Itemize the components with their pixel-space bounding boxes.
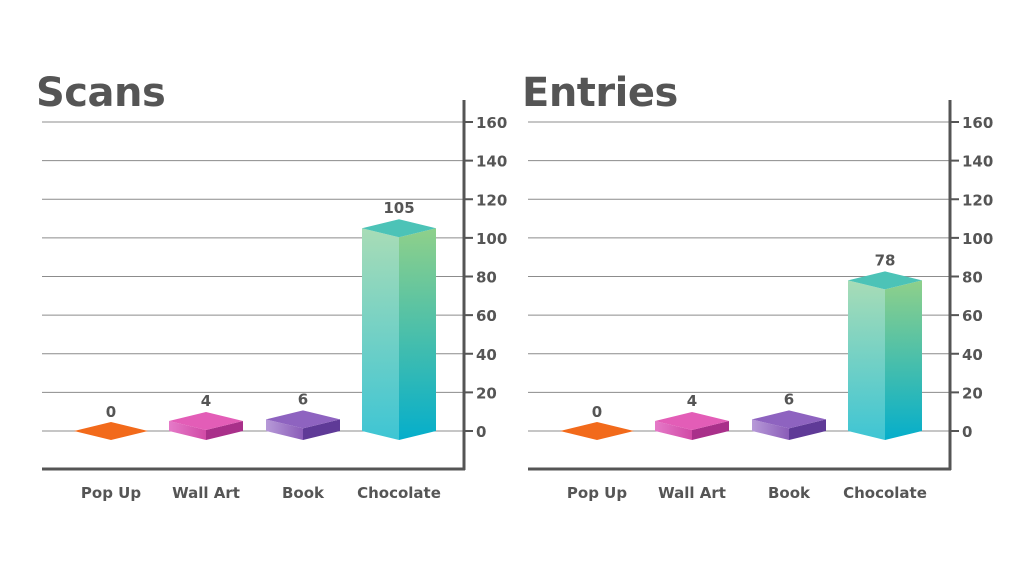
- data-label: 0: [592, 403, 602, 421]
- bar-side-face: [692, 421, 729, 440]
- category-label: Pop Up: [81, 484, 141, 502]
- bar-wall-art: [655, 412, 729, 440]
- y-tick-label: 100: [476, 230, 507, 248]
- bar-side-face: [399, 228, 436, 440]
- bar-pop-up: [74, 422, 148, 440]
- category-label: Wall Art: [172, 484, 240, 502]
- data-label: 6: [784, 390, 794, 408]
- bar-front-face: [848, 280, 885, 440]
- y-tick-label: 80: [962, 269, 983, 287]
- bar-book: [266, 410, 340, 440]
- category-label: Book: [282, 484, 325, 502]
- y-tick-label: 160: [476, 114, 507, 132]
- y-tick-label: 0: [476, 423, 486, 441]
- bar-front-face: [169, 421, 206, 440]
- category-label: Chocolate: [843, 484, 927, 502]
- bar-book: [752, 410, 826, 440]
- bar-side-face: [789, 419, 826, 440]
- y-tick-label: 100: [962, 230, 993, 248]
- bar-wall-art: [169, 412, 243, 440]
- bar-top-face: [848, 271, 922, 290]
- bar-top-face: [362, 219, 436, 238]
- y-tick-label: 40: [962, 346, 983, 364]
- y-tick-label: 60: [476, 307, 497, 325]
- bar-side-face: [303, 419, 340, 440]
- chart-entries: 160 140 120 100 80 60 40 20 0 0 Pop Up 4 Wall Art 6 Bo…: [528, 100, 993, 502]
- bar-chocolate: [362, 219, 436, 440]
- y-tick-label: 40: [476, 346, 497, 364]
- y-tick-label: 20: [962, 384, 983, 402]
- bar-top-face: [655, 412, 729, 430]
- data-label: 0: [106, 403, 116, 421]
- chart-title-entries: Entries: [522, 70, 678, 116]
- y-tick-label: 0: [962, 423, 972, 441]
- category-label: Book: [768, 484, 811, 502]
- chart-title-scans: Scans: [36, 70, 166, 116]
- category-label: Wall Art: [658, 484, 726, 502]
- y-tick-label: 140: [962, 153, 993, 171]
- category-label: Chocolate: [357, 484, 441, 502]
- data-label: 78: [875, 251, 896, 269]
- y-tick-label: 120: [962, 191, 993, 209]
- bar-top-face: [266, 410, 340, 429]
- y-tick-label: 80: [476, 269, 497, 287]
- bar-front-face: [655, 421, 692, 440]
- chart-scans: 160 140 120 100 80 60 40 20 0 0 Pop Up 4 Wall Art 6 Bo…: [42, 100, 507, 502]
- y-tick-label: 20: [476, 384, 497, 402]
- bar-top-face: [169, 412, 243, 430]
- bar-side-face: [206, 421, 243, 440]
- bar-front-face: [752, 419, 789, 440]
- data-label: 105: [383, 199, 414, 217]
- bar-top-face: [752, 410, 826, 429]
- y-tick-label: 140: [476, 153, 507, 171]
- bar-front-face: [266, 419, 303, 440]
- bar-front-face: [362, 228, 399, 440]
- y-tick-label: 160: [962, 114, 993, 132]
- bar-side-face: [885, 280, 922, 440]
- category-label: Pop Up: [567, 484, 627, 502]
- data-label: 4: [201, 392, 211, 410]
- bar-pop-up: [560, 422, 634, 440]
- bar-chocolate: [848, 271, 922, 440]
- y-tick-label: 60: [962, 307, 983, 325]
- data-label: 4: [687, 392, 697, 410]
- data-label: 6: [298, 390, 308, 408]
- y-tick-label: 120: [476, 191, 507, 209]
